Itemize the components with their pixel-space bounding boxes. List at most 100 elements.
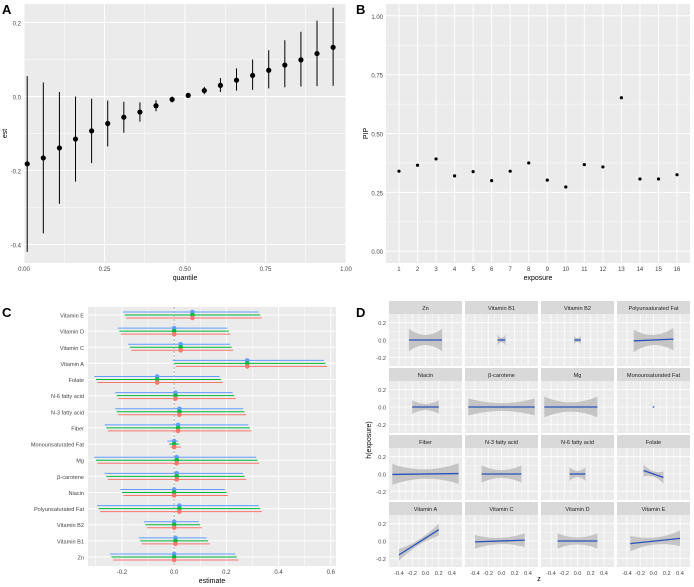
panel-b-point (675, 173, 679, 177)
panel-c-category-label: Polyunsaturated Fat (34, 507, 85, 513)
panel-c-category-label: Monounsaturated Fat (31, 443, 85, 449)
panel-a-point (330, 44, 336, 50)
panel-b-x-tick-label: 16 (674, 267, 681, 273)
panel-d-x-tick-label: 0.2 (587, 571, 595, 577)
panel-d-y-tick-label: -0.2 (376, 557, 386, 563)
panel-d-facet-strip (465, 435, 538, 448)
panel-c-category-label: Folate (68, 378, 84, 384)
panel-c-estimate-point (173, 541, 178, 547)
panel-d-x-tick-label: 0.4 (600, 571, 608, 577)
panel-b-x-tick-label: 4 (453, 267, 457, 273)
panel-d-facet-title: Zn (422, 306, 429, 312)
panel-c-x-tick-label: 0.2 (222, 570, 231, 576)
panel-d-y-tick-label: 0.0 (378, 339, 386, 345)
panel-b-x-tick-label: 13 (618, 267, 625, 273)
panel-b-point (490, 178, 494, 183)
panel-d-facet-title: Vitamin D (565, 507, 589, 513)
panel-b-y-tick-label: 0.75 (371, 74, 383, 80)
panel-a-point (121, 114, 127, 120)
panel-c-category-label: N-3 fatty acid (51, 410, 84, 416)
panel-c-category-label: Vitamin B1 (57, 539, 84, 545)
panel-b-point (638, 177, 642, 181)
panel-d-facet-strip (617, 435, 690, 448)
panel-a-y-tick-label: 0.2 (13, 22, 22, 28)
panel-a-x-tick-label: 0.75 (260, 267, 272, 273)
panel-d-facet-title: Folate (646, 440, 662, 446)
panel-d-exposure-response-grid: Zn -0.2 0.0 0.2 Vitamin B1 Vitamin B2 Polyunsa… (366, 301, 690, 583)
panel-a-point (40, 155, 46, 161)
panel-b-point (397, 169, 401, 173)
panel-d-x-tick-label: 0.2 (663, 571, 671, 577)
panel-b-point (582, 162, 586, 167)
panel-a-point (137, 109, 143, 115)
panel-a-point (217, 82, 224, 88)
panel-d-response-line (392, 472, 459, 476)
panel-c-category-label: Niacin (68, 491, 84, 497)
panel-b-x-tick-label: 8 (527, 267, 531, 273)
panel-b-y-tick-label: 0.25 (371, 191, 383, 197)
panel-c-estimate-point (190, 315, 195, 321)
panel-b-y-tick-label: 0.50 (371, 133, 383, 139)
panel-d-response-line (398, 529, 440, 556)
panel-c-category-label: Vitamin A (60, 362, 84, 368)
panel-b-point (471, 170, 475, 174)
panel-d-y-tick-label: 0.2 (378, 388, 386, 394)
panel-d-y-tick-label: 0.0 (378, 540, 386, 546)
panel-c-category-label: Mg (76, 459, 84, 465)
panel-b-x-tick-label: 3 (434, 267, 438, 273)
panel-d-x-tick-label: -0.4 (394, 571, 404, 577)
panel-d-x-tick-label: -0.4 (546, 571, 556, 577)
panel-d-facet-strip (465, 301, 538, 314)
panel-d-facet-strip (541, 368, 614, 381)
panel-a-y-axis-title: est (2, 129, 9, 138)
panel-a-x-tick-label: 0.00 (18, 267, 30, 273)
panel-a-point (314, 50, 320, 57)
panel-d-facet-strip (465, 502, 538, 515)
panel-a-y-tick-label: -0.4 (11, 244, 22, 250)
panel-d-x-tick-label: 0.4 (448, 571, 456, 577)
panel-d-facet-title: Vitamin A (414, 507, 438, 513)
panel-d-response-line (643, 469, 664, 479)
panel-b-point (527, 161, 531, 165)
panel-d-facet-title: Monounsaturated Fat (627, 373, 681, 379)
panel-d-facet-strip (617, 301, 690, 314)
panel-d-response-line (474, 539, 525, 543)
panel-d-facet-title: Mg (574, 373, 582, 379)
panel-a-quantile-plot: -0.4 -0.2 0.0 0.2 0.00 0.25 0.50 0.75 1.00 quanti… (2, 4, 352, 282)
panel-a-x-axis-title: quantile (173, 275, 198, 282)
panel-d-x-tick-label: -0.4 (470, 571, 480, 577)
panel-d-facet-title: β-carotene (488, 373, 515, 379)
panel-d-tag: D (356, 305, 365, 320)
panel-d-facet-title: Vitamin C (489, 507, 513, 513)
panel-d-facet-strip (541, 435, 614, 448)
panel-a-point (298, 57, 304, 63)
panel-c-estimate-point (244, 364, 250, 369)
panel-c-estimate-point (174, 460, 180, 466)
panel-b-x-tick-label: 1 (397, 267, 401, 273)
panel-b-x-axis-title: exposure (524, 275, 553, 282)
panel-c-x-tick-label: 0.0 (170, 570, 179, 576)
panel-c-category-label: Vitamin C (60, 346, 84, 352)
panel-c-estimate-point (178, 347, 183, 353)
panel-a-point (201, 87, 207, 94)
panel-d-y-tick-label: 0.2 (378, 522, 386, 528)
panel-c-category-label: N-6 fatty acid (51, 394, 84, 400)
panel-c-x-tick-label: -0.2 (117, 570, 128, 576)
panel-d-x-tick-label: 0.2 (435, 571, 443, 577)
panel-d-y-tick-label: -0.2 (376, 356, 386, 362)
panel-d-facet-strip (389, 502, 462, 515)
panel-c-estimate-point (173, 396, 178, 401)
panel-d-x-tick-label: 0.0 (574, 571, 582, 577)
panel-d-facet-title: Fiber (419, 440, 432, 446)
panel-c-category-label: Vitamin B2 (57, 523, 84, 529)
panel-d-x-tick-label: 0.4 (524, 571, 532, 577)
panel-a-point (24, 161, 30, 167)
panel-c-background (88, 307, 336, 566)
panel-d-facet-strip (617, 502, 690, 515)
panel-a-point (233, 77, 240, 83)
panel-a-point (105, 120, 111, 127)
panel-a-point (185, 92, 191, 98)
panel-d-y-axis-title: h(exposure) (366, 421, 373, 458)
panel-d-y-tick-label: 0.2 (378, 455, 386, 461)
panel-a-point (250, 72, 256, 79)
